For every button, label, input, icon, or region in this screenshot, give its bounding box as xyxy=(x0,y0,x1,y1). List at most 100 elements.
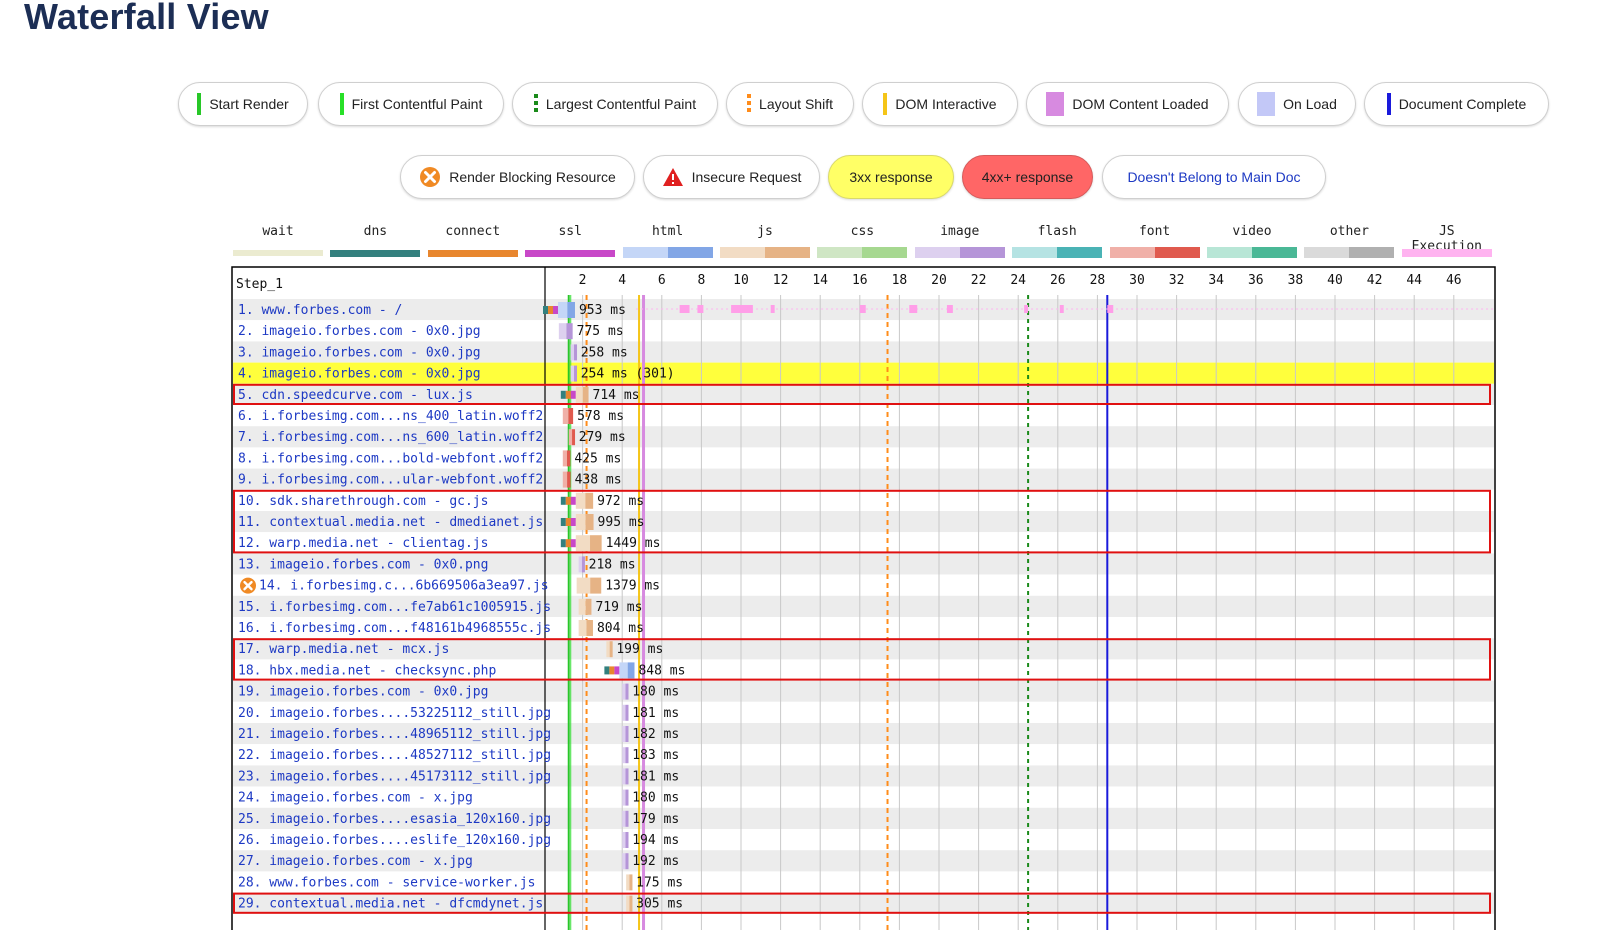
request-bar-download xyxy=(625,768,629,785)
request-label: 15. i.forbesimg.com...fe7ab61c1005915.js xyxy=(238,600,551,615)
legend-label: First Contentful Paint xyxy=(351,96,483,112)
layout-shift-swatch-icon xyxy=(747,94,752,114)
chart-frame xyxy=(231,266,1496,930)
type-legend-swatch xyxy=(817,247,908,258)
duration-label: 181 ms xyxy=(632,769,679,784)
request-bar-download xyxy=(625,747,629,764)
legend-label: 4xx+ response xyxy=(981,169,1074,185)
row-background xyxy=(233,723,1494,745)
legend-label: Render Blocking Resource xyxy=(449,169,616,185)
connect-segment xyxy=(565,390,571,399)
x-tick-label: 6 xyxy=(658,273,666,288)
duration-label: 953 ms xyxy=(579,303,626,318)
connect-segment xyxy=(565,496,571,505)
request-label: 1. www.forbes.com - / xyxy=(238,303,402,318)
type-legend-label: font xyxy=(1138,224,1171,239)
x-tick-label: 16 xyxy=(852,273,868,288)
request-bar-ttfb xyxy=(575,514,586,530)
first-contentful-paint-swatch-icon xyxy=(339,93,344,115)
request-bar-ttfb xyxy=(570,344,575,361)
warning-icon xyxy=(662,168,683,186)
request-label: 27. imageio.forbes.com - x.jpg xyxy=(238,854,473,869)
request-bar-download xyxy=(574,344,578,361)
request-label: 23. imageio.forbes....45173112_still.jpg xyxy=(238,769,551,784)
ssl-segment xyxy=(614,666,620,675)
duration-label: 972 ms xyxy=(597,494,644,509)
request-bar-download xyxy=(590,535,602,552)
x-tick-label: 14 xyxy=(812,273,828,288)
request-bar-download xyxy=(625,726,629,742)
request-label: 29. contextual.media.net - dfcmdynet.js xyxy=(238,897,543,912)
request-bar-download xyxy=(629,895,633,912)
row-background xyxy=(233,850,1494,872)
request-bar-download xyxy=(572,429,576,446)
row-background xyxy=(233,532,1494,554)
x-tick-label: 28 xyxy=(1090,273,1106,288)
legend-start-render: Start Render xyxy=(178,82,308,126)
row-background xyxy=(233,553,1494,575)
ssl-segment xyxy=(553,306,558,314)
request-label: 19. imageio.forbes.com - 0x0.jpg xyxy=(238,685,488,700)
x-tick-label: 8 xyxy=(697,273,705,288)
x-tick-label: 20 xyxy=(931,273,947,288)
request-bar-download xyxy=(609,641,613,658)
js-execution-block xyxy=(770,305,775,313)
x-tick-label: 4 xyxy=(618,273,626,288)
js-execution-block xyxy=(731,305,753,313)
duration-label: 254 ms (301) xyxy=(581,367,675,382)
row-background xyxy=(233,383,1494,405)
request-bar-download xyxy=(625,789,629,806)
request-label: 5. cdn.speedcurve.com - lux.js xyxy=(238,388,473,403)
request-bar-download xyxy=(625,704,629,721)
row-background xyxy=(233,786,1494,808)
legend-dom-content-loaded: DOM Content Loaded xyxy=(1026,82,1229,126)
row-background xyxy=(233,574,1494,596)
legend-doesn-t-belong-to-main-doc: Doesn't Belong to Main Doc xyxy=(1102,155,1326,199)
request-bar-download xyxy=(585,492,594,509)
legend-on-load: On Load xyxy=(1238,82,1356,126)
request-bar-ttfb xyxy=(578,620,587,636)
x-tick-label: 46 xyxy=(1446,273,1462,288)
type-legend-swatch xyxy=(427,250,518,257)
request-label: 21. imageio.forbes....48965112_still.jpg xyxy=(238,727,551,742)
request-bar-download xyxy=(574,365,578,382)
duration-label: 848 ms xyxy=(638,663,685,678)
request-bar-ttfb xyxy=(575,535,591,552)
request-bar-download xyxy=(585,514,594,530)
request-bar-download xyxy=(567,302,575,318)
row-background xyxy=(233,871,1494,893)
duration-label: 719 ms xyxy=(595,600,642,615)
request-bar-ttfb xyxy=(562,471,568,488)
page-title: Waterfall View xyxy=(24,0,269,37)
dns-segment xyxy=(560,539,566,548)
x-tick-label: 22 xyxy=(971,273,987,288)
request-bar-download xyxy=(568,408,574,424)
start-render-swatch-icon xyxy=(197,93,202,115)
render-blocking-icon xyxy=(420,167,441,187)
js-execution-block xyxy=(1024,305,1029,313)
highlight-box xyxy=(233,892,1491,914)
x-tick-label: 34 xyxy=(1208,273,1224,288)
duration-label: 804 ms xyxy=(597,621,644,636)
type-legend-swatch xyxy=(1207,247,1297,258)
type-legend-label: image xyxy=(940,224,980,239)
type-legend-label: other xyxy=(1329,224,1369,239)
legend-label: Insecure Request xyxy=(691,169,802,185)
type-legend-label: js xyxy=(757,224,773,239)
highlight-box xyxy=(233,489,1491,554)
legend-largest-contentful-paint: Largest Contentful Paint xyxy=(512,82,718,126)
request-bar-ttfb xyxy=(562,408,569,424)
legend-label: Doesn't Belong to Main Doc xyxy=(1127,169,1301,185)
type-legend-swatch xyxy=(1401,249,1492,257)
x-tick-label: 32 xyxy=(1169,273,1185,288)
legend-3xx-response: 3xx response xyxy=(828,155,954,199)
row-background xyxy=(233,892,1494,914)
request-label: 9. i.forbesimg.com...ular-webfont.woff2 xyxy=(238,473,543,488)
request-label: 16. i.forbesimg.com...f48161b4968555c.js xyxy=(238,621,551,636)
on-load-swatch-icon xyxy=(1257,92,1276,116)
request-label: 3. imageio.forbes.com - 0x0.jpg xyxy=(238,345,481,360)
request-bar-ttfb xyxy=(626,874,630,891)
request-bar-download xyxy=(629,874,633,891)
legend-dom-interactive: DOM Interactive xyxy=(862,82,1018,126)
